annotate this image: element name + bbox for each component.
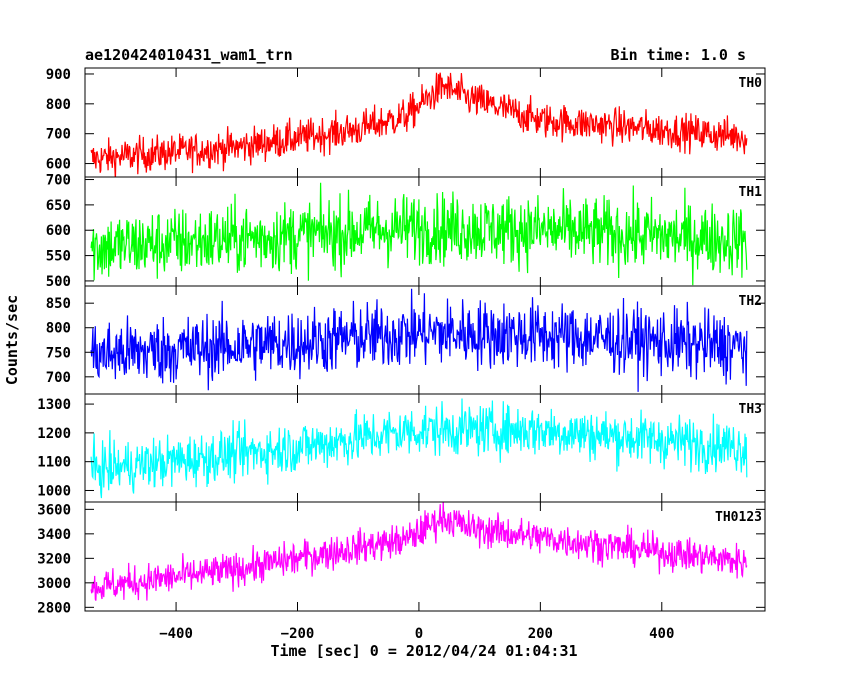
panel-frame xyxy=(84,67,766,178)
y-tick-label: 800 xyxy=(46,97,71,113)
series-line-th2 xyxy=(90,288,748,392)
x-tick-label: −200 xyxy=(281,626,315,642)
panels-group: 600700800900TH0500550600650700TH17007508… xyxy=(37,67,766,616)
panel-label: TH3 xyxy=(739,402,762,417)
y-tick-label: 3600 xyxy=(37,502,71,518)
y-tick-label: 800 xyxy=(46,321,71,337)
series-line-th1 xyxy=(90,182,748,286)
y-tick-label: 600 xyxy=(46,223,71,239)
series-line-th0 xyxy=(90,72,748,177)
chart-title: ae120424010431_wam1_trn xyxy=(85,46,293,64)
panel-label: TH2 xyxy=(739,294,762,309)
panel-th3: 1000 1100 1200 1300 TH3 xyxy=(37,393,766,503)
y-tick-label: 3000 xyxy=(37,576,71,592)
x-axis: −400 −200 0 200 400 xyxy=(159,626,674,642)
y-tick-label: 900 xyxy=(46,67,71,83)
y-tick-label: 600 xyxy=(46,157,71,173)
y-tick-label: 550 xyxy=(46,249,71,265)
y-tick-label: 3400 xyxy=(37,527,71,543)
panel-frame xyxy=(84,501,766,612)
x-tick-label: 200 xyxy=(528,626,553,642)
y-tick-label: 750 xyxy=(46,345,71,361)
series-line-th0123 xyxy=(90,502,748,601)
y-tick-label: 700 xyxy=(46,370,71,386)
y-axis-label: Counts/sec xyxy=(3,295,21,385)
x-tick-label: 0 xyxy=(415,626,423,642)
panel-th1: 500 550 600 650 700 TH1 xyxy=(46,173,766,290)
panel-th2: 700 750 800 850 TH2 xyxy=(46,285,766,395)
y-tick-label: 2800 xyxy=(37,600,71,616)
y-tick-label: 500 xyxy=(46,274,71,290)
x-tick-label: 400 xyxy=(649,626,674,642)
series-line-th3 xyxy=(90,398,748,499)
panel-th0123: 2800 3000 3200 3400 3600 TH0123 xyxy=(37,501,766,616)
y-tick-label: 650 xyxy=(46,198,71,214)
y-tick-label: 1000 xyxy=(37,483,71,499)
y-tick-label: 1300 xyxy=(37,397,71,413)
x-axis-label: Time [sec] 0 = 2012/04/24 01:04:31 xyxy=(270,642,577,660)
panel-label: TH0123 xyxy=(715,510,762,525)
y-tick-label: 1200 xyxy=(37,426,71,442)
y-tick-label: 3200 xyxy=(37,551,71,567)
y-tick-label: 700 xyxy=(46,173,71,189)
y-tick-label: 850 xyxy=(46,296,71,312)
bin-time-label: Bin time: 1.0 s xyxy=(611,46,746,64)
panel-label: TH0 xyxy=(739,76,763,91)
y-tick-label: 1100 xyxy=(37,455,71,471)
panel-label: TH1 xyxy=(739,185,763,200)
y-tick-label: 700 xyxy=(46,127,71,143)
panel-th0: 600 700 800 900 TH0 xyxy=(46,67,766,178)
x-tick-label: −400 xyxy=(159,626,193,642)
